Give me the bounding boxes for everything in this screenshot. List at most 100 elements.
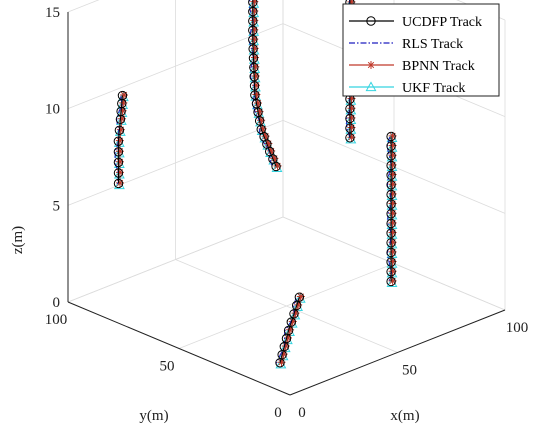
y-tick-label: 100 bbox=[45, 312, 68, 328]
asterisk-marker bbox=[250, 53, 259, 62]
circle-marker bbox=[289, 309, 299, 319]
y-tick-label: 0 bbox=[274, 405, 282, 421]
asterisk-marker bbox=[347, 123, 356, 132]
asterisk-marker bbox=[388, 276, 397, 285]
x-tick-label: 50 bbox=[402, 363, 417, 379]
circle-marker bbox=[286, 317, 296, 327]
asterisk-marker bbox=[347, 113, 356, 122]
circle-marker bbox=[386, 189, 396, 200]
x-axis-label: x(m) bbox=[390, 408, 419, 424]
asterisk-marker bbox=[255, 107, 264, 116]
asterisk-marker bbox=[388, 170, 397, 179]
circle-marker bbox=[386, 276, 396, 287]
circle-marker bbox=[386, 131, 396, 142]
axes-box bbox=[67, 12, 506, 396]
circle-marker bbox=[249, 62, 259, 73]
grid-line bbox=[178, 263, 395, 349]
series-line bbox=[114, 96, 123, 185]
asterisk-marker bbox=[118, 106, 127, 115]
y-axis-line bbox=[67, 301, 291, 396]
asterisk-marker bbox=[250, 44, 259, 53]
circle-marker bbox=[386, 267, 396, 277]
asterisk-marker bbox=[388, 228, 397, 237]
asterisk-marker bbox=[283, 333, 292, 342]
z-axis-label: z(m) bbox=[10, 226, 26, 254]
legend-entry: RLS Track bbox=[349, 37, 463, 52]
asterisk-marker bbox=[252, 90, 261, 99]
asterisk-marker bbox=[347, 104, 356, 113]
circle-marker bbox=[248, 0, 258, 7]
asterisk-marker bbox=[286, 325, 295, 334]
circle-marker bbox=[248, 6, 258, 17]
asterisk-marker bbox=[119, 90, 128, 99]
circle-marker bbox=[291, 300, 302, 311]
asterisk-marker bbox=[115, 147, 124, 156]
z-tick-label: 0 bbox=[53, 295, 61, 311]
circle-marker bbox=[345, 113, 355, 124]
series-rls-track bbox=[114, 96, 123, 185]
asterisk-marker bbox=[388, 238, 397, 247]
asterisk-marker bbox=[281, 342, 290, 350]
asterisk-marker bbox=[388, 180, 397, 189]
asterisk-marker bbox=[258, 124, 267, 133]
series-ucdfp-track bbox=[386, 131, 396, 287]
asterisk-marker bbox=[116, 125, 125, 134]
circle-marker bbox=[386, 180, 396, 190]
asterisk-marker bbox=[261, 132, 270, 141]
asterisk-marker bbox=[250, 16, 259, 25]
asterisk-marker bbox=[250, 0, 259, 6]
circle-marker bbox=[386, 170, 396, 180]
asterisk-marker bbox=[253, 99, 262, 108]
asterisk-marker bbox=[388, 141, 397, 150]
asterisk-marker bbox=[279, 350, 288, 359]
asterisk-marker bbox=[347, 94, 356, 103]
legend-label: UCDFP Track bbox=[402, 15, 482, 30]
x-tick-label: 0 bbox=[298, 405, 306, 421]
legend-entry: UCDFP Track bbox=[349, 15, 482, 30]
asterisk-marker bbox=[347, 0, 356, 6]
circle-marker bbox=[275, 358, 285, 368]
circle-marker bbox=[248, 35, 258, 45]
asterisk-marker bbox=[388, 151, 397, 160]
circle-marker bbox=[386, 141, 396, 151]
asterisk-marker bbox=[288, 317, 297, 326]
asterisk-marker bbox=[367, 61, 375, 69]
y-axis-label: y(m) bbox=[139, 408, 168, 424]
asterisk-marker bbox=[270, 154, 279, 163]
asterisk-marker bbox=[115, 157, 124, 166]
x-axis-line bbox=[289, 309, 506, 396]
legend-box bbox=[342, 3, 500, 97]
track bbox=[113, 90, 129, 190]
asterisk-marker bbox=[257, 116, 266, 125]
asterisk-marker bbox=[251, 72, 260, 81]
circle-marker bbox=[248, 53, 259, 63]
x-tick-label: 100 bbox=[506, 320, 529, 336]
asterisk-marker bbox=[294, 300, 303, 309]
legend-label: BPNN Track bbox=[402, 59, 475, 74]
asterisk-marker bbox=[296, 292, 305, 301]
asterisk-marker bbox=[388, 257, 397, 266]
series-ucdfp-track bbox=[113, 90, 128, 189]
circle-marker bbox=[249, 71, 259, 82]
track bbox=[248, 0, 283, 173]
grid-line bbox=[67, 119, 284, 206]
circle-marker bbox=[345, 123, 355, 133]
circle-marker bbox=[114, 125, 125, 135]
asterisk-marker bbox=[251, 62, 260, 71]
asterisk-marker bbox=[115, 136, 124, 145]
circle-marker bbox=[386, 160, 396, 171]
circle-marker bbox=[113, 178, 124, 189]
circle-marker bbox=[386, 257, 396, 267]
asterisk-marker bbox=[250, 6, 259, 15]
asterisk-marker bbox=[117, 114, 126, 123]
asterisk-marker bbox=[388, 199, 397, 208]
circle-marker bbox=[386, 151, 396, 161]
asterisk-marker bbox=[388, 160, 397, 169]
triangle-marker bbox=[365, 81, 377, 92]
asterisk-marker bbox=[277, 358, 286, 367]
circle-marker bbox=[248, 44, 258, 54]
asterisk-marker bbox=[347, 133, 356, 142]
legend: UCDFP Track RLS Track BPNN Track UKF Track bbox=[342, 3, 500, 97]
asterisk-marker bbox=[388, 267, 397, 276]
